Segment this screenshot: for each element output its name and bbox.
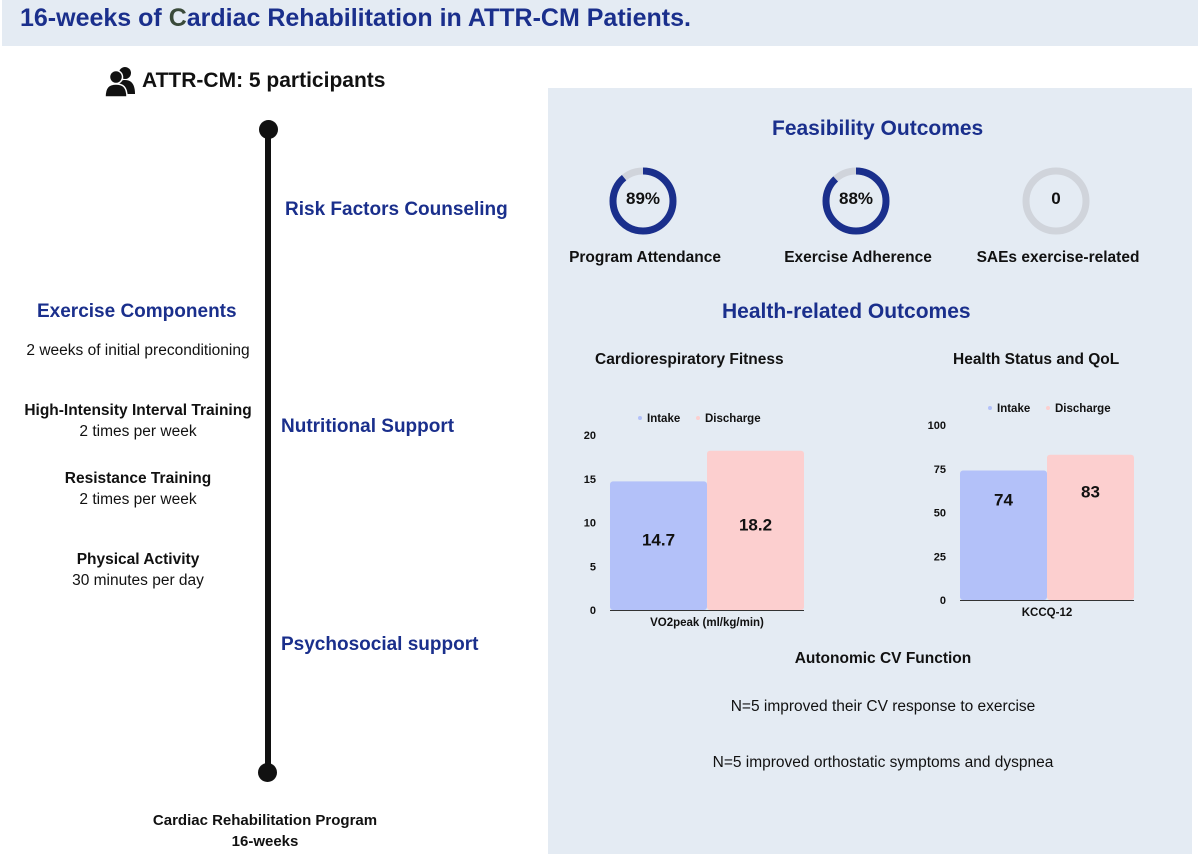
preconditioning-text: 2 weeks of initial preconditioning (26, 342, 250, 359)
risk-factors-counseling: Risk Factors Counseling (285, 199, 508, 220)
title-bar: 16-weeks of Cardiac Rehabilitation in AT… (2, 0, 1198, 46)
legend-label: Discharge (1055, 403, 1111, 415)
x-axis-label: VO2peak (ml/kg/min) (650, 617, 764, 629)
y-tick-label: 10 (584, 518, 596, 530)
legend-label: Discharge (705, 413, 761, 425)
resistance-block: Resistance Training 2 times per week (0, 468, 276, 510)
y-tick-label: 0 (940, 595, 946, 607)
title-c-letter: C (168, 4, 187, 32)
adherence-label: Exercise Adherence (784, 249, 932, 266)
participants-text: ATTR-CM: 5 participants (142, 69, 386, 92)
attendance-label: Program Attendance (569, 249, 721, 266)
hiit-title: High-Intensity Interval Training (24, 402, 252, 419)
y-tick-label: 15 (584, 474, 596, 486)
bar-value-label: 74 (994, 490, 1013, 509)
legend-marker (638, 416, 642, 420)
y-tick-label: 0 (590, 605, 596, 617)
saes-ring: 0 (1021, 166, 1091, 236)
y-tick-label: 5 (590, 561, 596, 573)
bar-value-label: 18.2 (739, 515, 772, 534)
y-tick-label: 75 (934, 464, 946, 476)
bar-value-label: 14.7 (642, 531, 675, 550)
bar-intake (960, 470, 1047, 600)
legend-marker (1046, 406, 1050, 410)
timeline-start-dot (259, 120, 278, 139)
legend-marker (988, 406, 992, 410)
hiit-block: High-Intensity Interval Training 2 times… (0, 400, 276, 442)
fitness-chart: 0 5 10 15 20 Intake Discharge 14.7 18.2 VO2peak (… (584, 413, 804, 629)
autonomic-line2: N=5 improved orthostatic symptoms and dy… (712, 754, 1054, 771)
participants-header: ATTR-CM: 5 participants (104, 64, 385, 98)
y-tick-label: 20 (584, 430, 596, 442)
saes-label: SAEs exercise-related (976, 249, 1140, 266)
feasibility-title: Feasibility Outcomes (772, 117, 984, 140)
psychosocial-support: Psychosocial support (281, 634, 479, 655)
timeline-end-dot (258, 763, 277, 782)
bar-discharge (707, 450, 804, 610)
qol-chart-title: Health Status and QoL (953, 351, 1120, 368)
hiit-frequency: 2 times per week (79, 423, 197, 440)
title-suffix: ardiac Rehabilitation in ATTR-CM Patient… (186, 4, 691, 32)
health-outcomes-title: Health-related Outcomes (722, 300, 971, 323)
y-tick-label: 100 (928, 420, 946, 432)
adherence-ring: 88% (821, 166, 891, 236)
saes-value: 0 (1051, 189, 1061, 208)
legend-label: Intake (647, 413, 680, 425)
attendance-ring-arc (609, 167, 677, 235)
activity-frequency: 30 minutes per day (72, 572, 204, 589)
adherence-value: 88% (838, 189, 874, 208)
bar-value-label: 83 (1081, 482, 1100, 501)
timeline-line (265, 129, 271, 773)
people-icon (104, 67, 135, 98)
fitness-chart-title: Cardiorespiratory Fitness (595, 351, 784, 368)
attendance-ring: 89% (608, 166, 678, 236)
autonomic-title: Autonomic CV Function (794, 650, 972, 667)
activity-block: Physical Activity 30 minutes per day (0, 549, 276, 591)
title-prefix: 16-weeks of (20, 4, 169, 32)
bar-intake (610, 481, 707, 610)
qol-chart: 0 25 50 75 100 Intake Discharge 74 83 KCCQ-12 (928, 403, 1134, 619)
program-line1: Cardiac Rehabilitation Program (152, 812, 378, 829)
y-tick-label: 50 (934, 508, 946, 520)
x-axis-label: KCCQ-12 (1022, 607, 1072, 619)
program-line2: 16-weeks (231, 833, 299, 850)
adherence-ring-arc (822, 167, 890, 235)
exercise-components-title: Exercise Components (37, 301, 237, 322)
bar-discharge (1047, 454, 1134, 600)
resistance-title: Resistance Training (64, 470, 212, 487)
autonomic-line1: N=5 improved their CV response to exerci… (730, 698, 1036, 715)
legend-marker (696, 416, 700, 420)
nutritional-support: Nutritional Support (281, 416, 455, 437)
y-tick-label: 25 (934, 551, 946, 563)
resistance-frequency: 2 times per week (79, 491, 197, 508)
attendance-value: 89% (625, 189, 661, 208)
page-title: 16-weeks of Cardiac Rehabilitation in AT… (20, 4, 691, 33)
legend-label: Intake (997, 403, 1030, 415)
program-label: Cardiac Rehabilitation Program 16-weeks (130, 810, 400, 852)
activity-title: Physical Activity (76, 551, 200, 568)
